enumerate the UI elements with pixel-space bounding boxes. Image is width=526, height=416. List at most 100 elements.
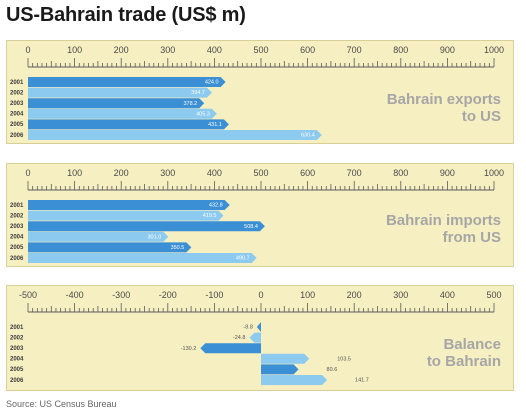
imports-title-line-1: Bahrain imports: [385, 212, 501, 229]
balance-bar-2006: [261, 375, 328, 385]
imports-bar-2004: [28, 231, 169, 242]
balance-tick-label: -300: [112, 290, 130, 300]
exports-chart: 0 100 200 300 400 500 600 700 800 900 1000 2001 424.…: [10, 45, 504, 140]
balance-value-label: -130.2: [181, 346, 197, 352]
balance-tick-label: 0: [258, 290, 263, 300]
imports-panel-title: Bahrain imports from US: [386, 212, 501, 246]
balance-value-label: 141.7: [355, 378, 369, 384]
imports-tick-label: 1000: [484, 168, 504, 178]
imports-year-label: 2006: [10, 256, 24, 262]
balance-tick-label: -100: [205, 290, 223, 300]
imports-value-label: 350.5: [171, 245, 185, 251]
exports-bar-2006: [28, 130, 322, 140]
balance-year-label: 2002: [10, 335, 24, 341]
imports-tick-label: 200: [114, 168, 129, 178]
balance-tick-label: 500: [486, 290, 501, 300]
balance-year-label: 2006: [10, 378, 24, 384]
exports-tick-label: 700: [347, 45, 362, 55]
imports-year-label: 2004: [10, 235, 24, 241]
balance-value-label: 103.5: [337, 356, 351, 362]
imports-chart: 0 100 200 300 400 500 600 700 800 900 1000 2001 432.…: [10, 168, 504, 263]
exports-year-label: 2002: [10, 90, 24, 96]
exports-bar-2004: [28, 108, 217, 119]
imports-title-line-2: from US: [442, 229, 501, 246]
imports-tick-label: 300: [160, 168, 175, 178]
imports-tick-label: 700: [347, 168, 362, 178]
imports-bar-2005: [28, 242, 192, 253]
balance-bar-2004: [261, 353, 310, 364]
exports-year-label: 2001: [10, 80, 24, 86]
exports-tick-label: 0: [25, 45, 30, 55]
imports-bar-2006: [28, 253, 257, 263]
imports-panel: 0 100 200 300 400 500 600 700 800 900 1000 2001 432.…: [6, 163, 514, 267]
balance-panel: -500 -400 -300 -200 -100 0 100 200 300 400 500 2001…: [6, 285, 514, 391]
exports-tick-label: 300: [160, 45, 175, 55]
exports-tick-label: 400: [207, 45, 222, 55]
exports-value-label: 405.3: [196, 111, 210, 117]
balance-year-label: 2004: [10, 357, 24, 363]
balance-tick-label: 200: [347, 290, 362, 300]
exports-value-label: 378.2: [183, 101, 197, 107]
imports-bar-2003: [28, 221, 265, 232]
balance-chart: -500 -400 -300 -200 -100 0 100 200 300 400 500 2001…: [10, 290, 502, 385]
imports-tick-label: 900: [440, 168, 455, 178]
imports-tick-label: 100: [67, 168, 82, 178]
imports-value-label: 301.0: [148, 234, 162, 240]
exports-value-label: 394.7: [191, 90, 205, 96]
balance-year-label: 2001: [10, 325, 24, 331]
exports-tick-label: 1000: [484, 45, 504, 55]
source-note: Source: US Census Bureau: [6, 399, 117, 409]
imports-year-label: 2001: [10, 203, 24, 209]
imports-bar-2001: [28, 200, 230, 210]
balance-bar-2003: [200, 343, 261, 354]
balance-tick-label: -500: [19, 290, 37, 300]
imports-year-label: 2005: [10, 245, 24, 251]
balance-year-label: 2003: [10, 346, 24, 352]
exports-value-label: 424.0: [205, 80, 219, 86]
imports-tick-label: 500: [253, 168, 268, 178]
imports-tick-label: 0: [25, 168, 30, 178]
exports-bar-2003: [28, 98, 205, 109]
exports-year-label: 2006: [10, 133, 24, 139]
exports-title-line-2: to US: [461, 108, 501, 125]
imports-tick-label: 800: [393, 168, 408, 178]
exports-tick-label: 600: [300, 45, 315, 55]
exports-tick-label: 900: [440, 45, 455, 55]
exports-year-label: 2005: [10, 122, 24, 128]
exports-year-label: 2004: [10, 112, 24, 118]
imports-value-label: 508.4: [244, 224, 258, 230]
balance-tick-label: 300: [393, 290, 408, 300]
exports-panel-title: Bahrain exports to US: [387, 91, 501, 125]
balance-tick-label: -400: [66, 290, 84, 300]
balance-tick-label: 400: [440, 290, 455, 300]
imports-year-label: 2002: [10, 213, 24, 219]
exports-bar-2001: [28, 77, 226, 87]
balance-panel-title: Balance to Bahrain: [427, 336, 501, 370]
imports-value-label: 490.7: [236, 256, 250, 262]
balance-bar-2002: [249, 332, 261, 343]
balance-value-label: -24.8: [233, 335, 246, 341]
balance-value-label: -8.8: [243, 325, 252, 331]
imports-tick-label: 600: [300, 168, 315, 178]
exports-tick-label: 100: [67, 45, 82, 55]
exports-value-label: 630.4: [301, 133, 315, 139]
balance-tick-label: -200: [159, 290, 177, 300]
balance-title-line-2: to Bahrain: [426, 353, 501, 370]
exports-tick-label: 800: [393, 45, 408, 55]
balance-year-label: 2005: [10, 367, 24, 373]
balance-title-line-1: Balance: [443, 336, 501, 353]
imports-bar-2002: [28, 210, 224, 221]
imports-year-label: 2003: [10, 224, 24, 230]
exports-tick-label: 200: [114, 45, 129, 55]
imports-value-label: 432.8: [209, 203, 223, 209]
chart-title: US-Bahrain trade (US$ m): [6, 4, 246, 26]
balance-value-label: 80.6: [327, 367, 338, 373]
imports-tick-label: 400: [207, 168, 222, 178]
balance-tick-label: 100: [300, 290, 315, 300]
exports-year-label: 2003: [10, 101, 24, 107]
exports-title-line-1: Bahrain exports: [386, 91, 501, 108]
exports-bar-2002: [28, 87, 212, 98]
exports-panel: 0 100 200 300 400 500 600 700 800 900 1000 2001 424.…: [6, 40, 514, 144]
exports-tick-label: 500: [253, 45, 268, 55]
balance-bar-2005: [261, 364, 299, 375]
